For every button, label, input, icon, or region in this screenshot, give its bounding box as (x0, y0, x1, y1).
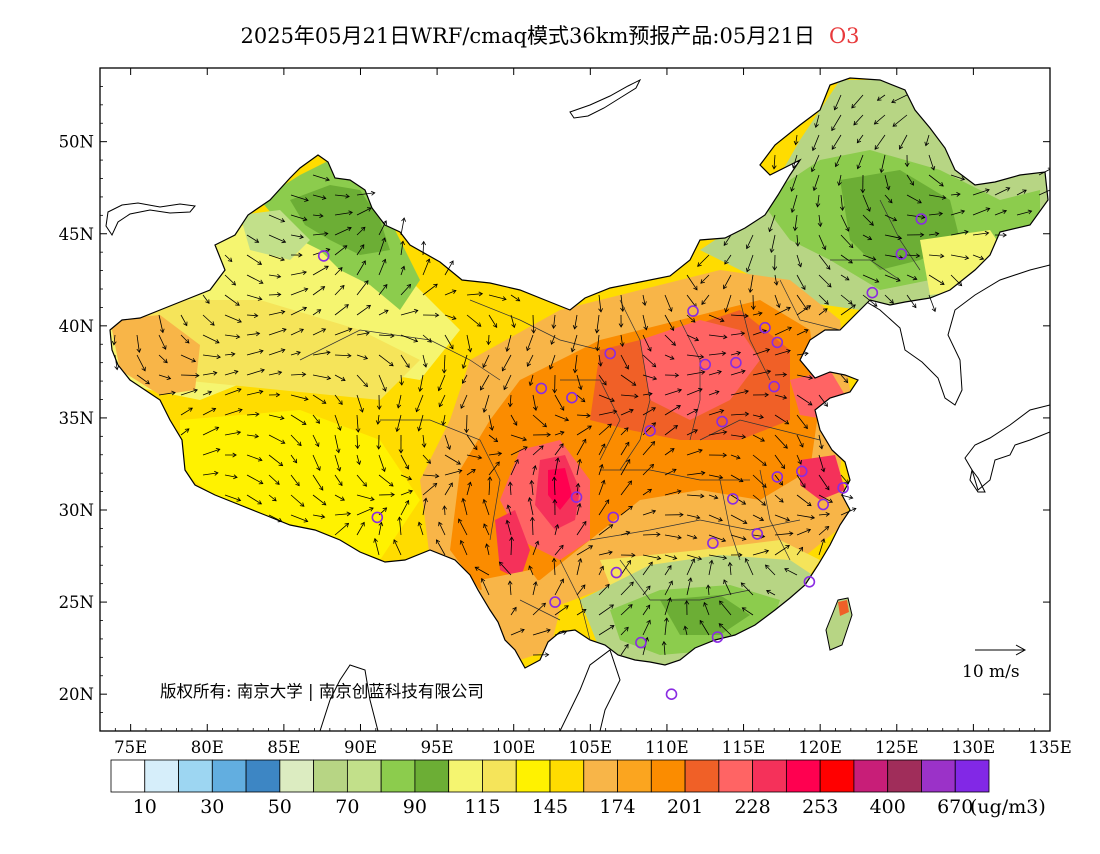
colorbar-swatch (415, 760, 449, 792)
lat-tick-label: 40N (59, 317, 94, 336)
colorbar-swatch (449, 760, 483, 792)
colorbar-label: 174 (599, 796, 635, 818)
lon-tick-label: 135E (1028, 738, 1072, 757)
colorbar-label: 30 (200, 796, 224, 818)
colorbar-label: 90 (403, 796, 427, 818)
colorbar-label: 70 (335, 796, 359, 818)
colorbar-swatch (753, 760, 787, 792)
colorbar-swatch (584, 760, 618, 792)
lat-tick-label: 25N (59, 593, 94, 612)
lon-tick-label: 115E (722, 738, 766, 757)
colorbar-swatch (786, 760, 820, 792)
lat-tick-label: 30N (59, 501, 94, 520)
colorbar-swatch (280, 760, 314, 792)
lon-tick-label: 125E (875, 738, 919, 757)
colorbar-swatch (618, 760, 652, 792)
lon-tick-label: 75E (114, 738, 147, 757)
colorbar-swatch (921, 760, 955, 792)
colorbar-swatch (550, 760, 584, 792)
lon-tick-label: 105E (569, 738, 613, 757)
lat-tick-label: 35N (59, 409, 94, 428)
colorbar-swatch (347, 760, 381, 792)
colorbar-swatch (685, 760, 719, 792)
colorbar-label: 10 (133, 796, 157, 818)
colorbar: 10 30 50 70 90 115 145 174 201 228 253 400 670 (111, 760, 989, 818)
colorbar-label: 115 (464, 796, 500, 818)
colorbar-swatch (179, 760, 213, 792)
wind-reference-label: 10 m/s (962, 662, 1020, 682)
lat-tick-label: 45N (59, 225, 94, 244)
colorbar-swatch (314, 760, 348, 792)
copyright-text: 版权所有: 南京大学 | 南京创蓝科技有限公司 (160, 682, 484, 701)
colorbar-label: 50 (268, 796, 292, 818)
colorbar-label: 400 (870, 796, 906, 818)
lat-tick-label: 20N (59, 685, 94, 704)
units-label: (ug/m3) (970, 796, 1046, 818)
lon-tick-label: 85E (267, 738, 300, 757)
colorbar-swatch (212, 760, 246, 792)
colorbar-swatch (111, 760, 145, 792)
colorbar-swatch (651, 760, 685, 792)
colorbar-swatch (145, 760, 179, 792)
lon-tick-label: 80E (191, 738, 224, 757)
colorbar-swatch (482, 760, 516, 792)
lon-tick-label: 95E (421, 738, 454, 757)
colorbar-swatch (820, 760, 854, 792)
colorbar-label: 253 (802, 796, 838, 818)
colorbar-label: 670 (937, 796, 973, 818)
colorbar-swatch (854, 760, 888, 792)
lon-tick-label: 120E (798, 738, 842, 757)
colorbar-swatch (719, 760, 753, 792)
lon-tick-label: 100E (492, 738, 536, 757)
colorbar-swatch (516, 760, 550, 792)
lon-tick-label: 110E (645, 738, 689, 757)
colorbar-swatch (955, 760, 989, 792)
colorbar-label: 145 (532, 796, 568, 818)
lon-tick-label: 90E (344, 738, 377, 757)
lon-tick-label: 130E (952, 738, 996, 757)
colorbar-label: 201 (667, 796, 703, 818)
colorbar-swatch (381, 760, 415, 792)
colorbar-swatch (888, 760, 922, 792)
colorbar-swatch (246, 760, 280, 792)
colorbar-label: 228 (734, 796, 770, 818)
lat-tick-label: 50N (59, 133, 94, 152)
